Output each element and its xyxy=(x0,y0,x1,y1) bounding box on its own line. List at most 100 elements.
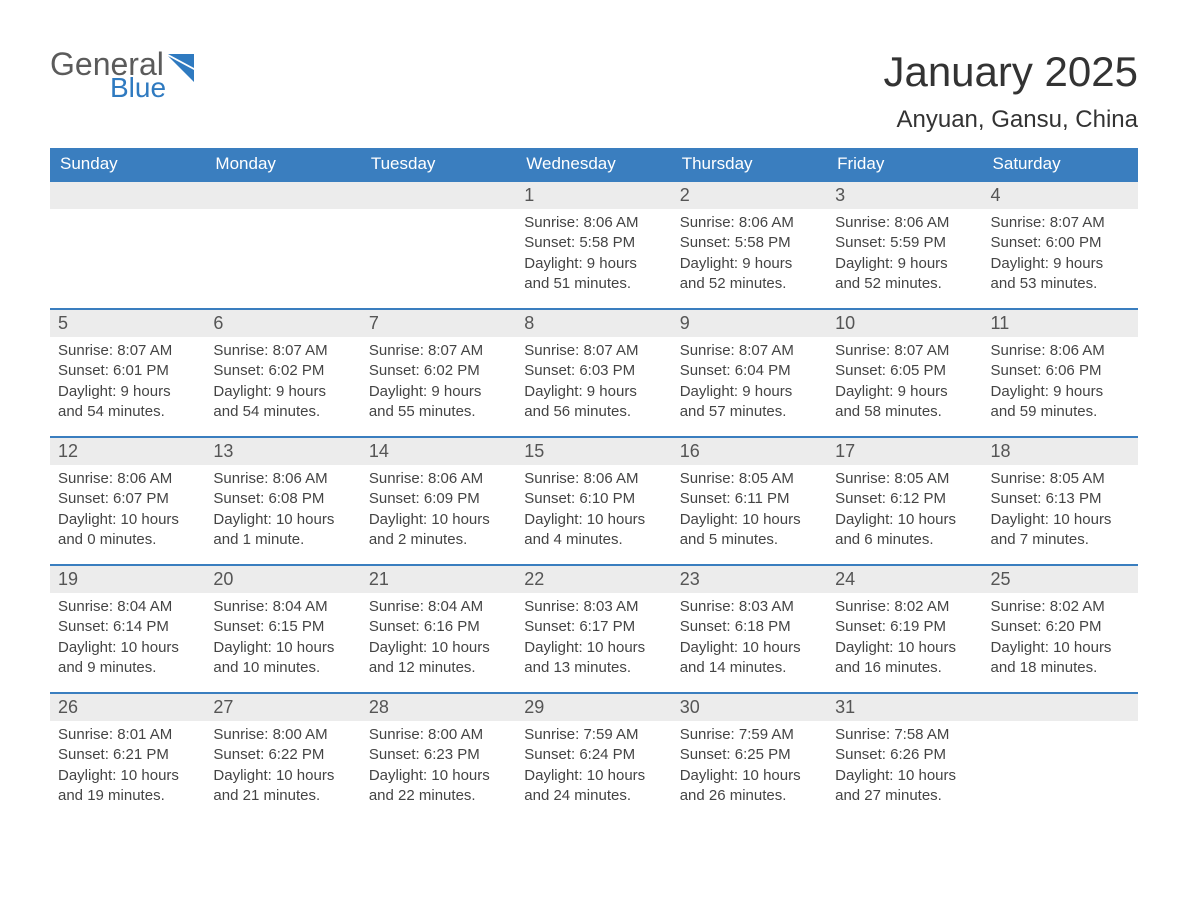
daylight-line: Daylight: 10 hours and 27 minutes. xyxy=(835,766,974,807)
day-body: Sunrise: 8:07 AMSunset: 6:00 PMDaylight:… xyxy=(983,209,1138,302)
sunrise-value: 7:59 AM xyxy=(739,726,794,743)
sunset-line: Sunset: 6:23 PM xyxy=(369,745,508,765)
day-body: Sunrise: 8:03 AMSunset: 6:17 PMDaylight:… xyxy=(516,593,671,686)
day-number: 8 xyxy=(516,308,671,337)
daylight-label: Daylight: xyxy=(58,511,116,528)
sunrise-line: Sunrise: 7:58 AM xyxy=(835,725,974,745)
daylight-label: Daylight: xyxy=(991,383,1049,400)
sunset-line: Sunset: 6:21 PM xyxy=(58,745,197,765)
sunset-value: 6:24 PM xyxy=(579,746,635,763)
sunset-value: 6:19 PM xyxy=(890,618,946,635)
day-body: Sunrise: 8:04 AMSunset: 6:14 PMDaylight:… xyxy=(50,593,205,686)
calendar-day-cell: 22Sunrise: 8:03 AMSunset: 6:17 PMDayligh… xyxy=(516,564,671,692)
daylight-label: Daylight: xyxy=(680,255,738,272)
sunrise-value: 8:04 AM xyxy=(428,598,483,615)
sunset-line: Sunset: 6:09 PM xyxy=(369,489,508,509)
sunrise-line: Sunrise: 8:07 AM xyxy=(213,341,352,361)
sunset-line: Sunset: 6:11 PM xyxy=(680,489,819,509)
daylight-line: Daylight: 9 hours and 54 minutes. xyxy=(213,382,352,423)
day-number: 14 xyxy=(361,436,516,465)
sunrise-label: Sunrise: xyxy=(835,726,890,743)
sunrise-label: Sunrise: xyxy=(991,342,1046,359)
day-number: 2 xyxy=(672,180,827,209)
sunrise-value: 7:58 AM xyxy=(894,726,949,743)
day-body: Sunrise: 8:07 AMSunset: 6:02 PMDaylight:… xyxy=(205,337,360,430)
day-number: 30 xyxy=(672,692,827,721)
weekday-header-row: SundayMondayTuesdayWednesdayThursdayFrid… xyxy=(50,148,1138,180)
sunset-line: Sunset: 5:58 PM xyxy=(680,233,819,253)
sunrise-label: Sunrise: xyxy=(369,342,424,359)
day-body: Sunrise: 8:04 AMSunset: 6:16 PMDaylight:… xyxy=(361,593,516,686)
daylight-line: Daylight: 10 hours and 18 minutes. xyxy=(991,638,1130,679)
sunset-value: 6:13 PM xyxy=(1046,490,1102,507)
daylight-line: Daylight: 9 hours and 59 minutes. xyxy=(991,382,1130,423)
daylight-label: Daylight: xyxy=(680,639,738,656)
sunset-line: Sunset: 6:10 PM xyxy=(524,489,663,509)
day-number: 15 xyxy=(516,436,671,465)
sunrise-label: Sunrise: xyxy=(524,598,579,615)
sunrise-label: Sunrise: xyxy=(835,214,890,231)
daylight-label: Daylight: xyxy=(835,511,893,528)
sunset-value: 6:25 PM xyxy=(735,746,791,763)
sunset-line: Sunset: 6:14 PM xyxy=(58,617,197,637)
sunrise-line: Sunrise: 8:04 AM xyxy=(369,597,508,617)
calendar-day-cell: 6Sunrise: 8:07 AMSunset: 6:02 PMDaylight… xyxy=(205,308,360,436)
daylight-line: Daylight: 10 hours and 16 minutes. xyxy=(835,638,974,679)
sunset-value: 6:08 PM xyxy=(268,490,324,507)
sunrise-line: Sunrise: 8:06 AM xyxy=(835,213,974,233)
daylight-label: Daylight: xyxy=(213,767,271,784)
sunset-label: Sunset: xyxy=(524,490,575,507)
daylight-label: Daylight: xyxy=(680,767,738,784)
daylight-line: Daylight: 9 hours and 56 minutes. xyxy=(524,382,663,423)
sunrise-value: 8:07 AM xyxy=(117,342,172,359)
sunrise-value: 8:06 AM xyxy=(739,214,794,231)
day-number: 9 xyxy=(672,308,827,337)
calendar-day-cell: 12Sunrise: 8:06 AMSunset: 6:07 PMDayligh… xyxy=(50,436,205,564)
calendar-table: SundayMondayTuesdayWednesdayThursdayFrid… xyxy=(50,148,1138,820)
day-body-empty xyxy=(983,721,1138,733)
calendar-day-cell: 30Sunrise: 7:59 AMSunset: 6:25 PMDayligh… xyxy=(672,692,827,820)
sunrise-label: Sunrise: xyxy=(58,598,113,615)
calendar-day-cell: 1Sunrise: 8:06 AMSunset: 5:58 PMDaylight… xyxy=(516,180,671,308)
sunrise-line: Sunrise: 8:05 AM xyxy=(991,469,1130,489)
sunrise-value: 8:05 AM xyxy=(1050,470,1105,487)
day-number: 12 xyxy=(50,436,205,465)
sunset-value: 6:22 PM xyxy=(268,746,324,763)
sunset-value: 6:17 PM xyxy=(579,618,635,635)
weekday-header: Wednesday xyxy=(516,148,671,180)
sunrise-line: Sunrise: 8:04 AM xyxy=(58,597,197,617)
sunset-label: Sunset: xyxy=(680,618,731,635)
calendar-day-cell: 28Sunrise: 8:00 AMSunset: 6:23 PMDayligh… xyxy=(361,692,516,820)
daylight-label: Daylight: xyxy=(213,511,271,528)
daylight-label: Daylight: xyxy=(58,767,116,784)
sunrise-value: 8:06 AM xyxy=(117,470,172,487)
sunset-value: 6:16 PM xyxy=(424,618,480,635)
sunset-line: Sunset: 6:01 PM xyxy=(58,361,197,381)
day-body: Sunrise: 8:07 AMSunset: 6:05 PMDaylight:… xyxy=(827,337,982,430)
sunset-label: Sunset: xyxy=(680,490,731,507)
calendar-day-cell: 26Sunrise: 8:01 AMSunset: 6:21 PMDayligh… xyxy=(50,692,205,820)
sunrise-label: Sunrise: xyxy=(524,342,579,359)
sunrise-label: Sunrise: xyxy=(524,470,579,487)
day-number-empty xyxy=(205,180,360,209)
sunrise-line: Sunrise: 8:00 AM xyxy=(369,725,508,745)
calendar-day-cell: 7Sunrise: 8:07 AMSunset: 6:02 PMDaylight… xyxy=(361,308,516,436)
daylight-line: Daylight: 9 hours and 58 minutes. xyxy=(835,382,974,423)
sunset-value: 6:14 PM xyxy=(113,618,169,635)
calendar-day-cell: 5Sunrise: 8:07 AMSunset: 6:01 PMDaylight… xyxy=(50,308,205,436)
sunrise-line: Sunrise: 8:06 AM xyxy=(58,469,197,489)
sunset-label: Sunset: xyxy=(991,362,1042,379)
daylight-label: Daylight: xyxy=(369,511,427,528)
day-body: Sunrise: 8:06 AMSunset: 6:08 PMDaylight:… xyxy=(205,465,360,558)
daylight-label: Daylight: xyxy=(369,767,427,784)
day-body: Sunrise: 8:04 AMSunset: 6:15 PMDaylight:… xyxy=(205,593,360,686)
day-body-empty xyxy=(361,209,516,221)
sunrise-line: Sunrise: 8:06 AM xyxy=(369,469,508,489)
sunrise-line: Sunrise: 8:07 AM xyxy=(524,341,663,361)
calendar-day-cell xyxy=(983,692,1138,820)
sunset-label: Sunset: xyxy=(58,746,109,763)
sunrise-label: Sunrise: xyxy=(213,342,268,359)
calendar-day-cell: 18Sunrise: 8:05 AMSunset: 6:13 PMDayligh… xyxy=(983,436,1138,564)
sunrise-value: 8:07 AM xyxy=(1050,214,1105,231)
sunset-label: Sunset: xyxy=(58,618,109,635)
